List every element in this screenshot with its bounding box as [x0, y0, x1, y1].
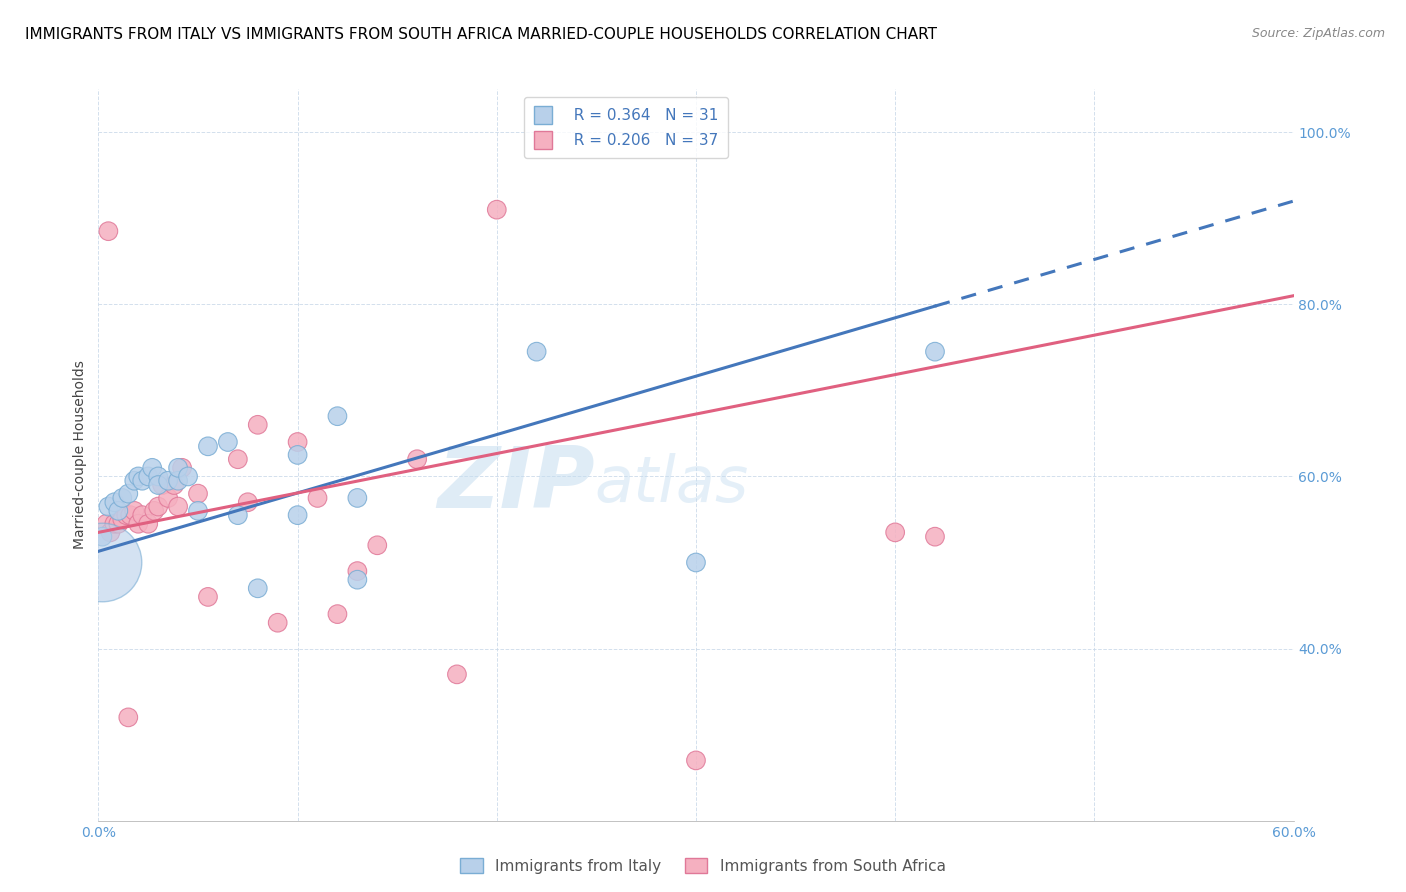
- Point: [287, 448, 309, 462]
- Point: [111, 512, 134, 526]
- Point: [107, 504, 129, 518]
- Point: [685, 753, 707, 767]
- Text: atlas: atlas: [595, 453, 748, 516]
- Point: [187, 486, 209, 500]
- Point: [97, 224, 120, 238]
- Point: [884, 525, 907, 540]
- Point: [127, 516, 149, 531]
- Point: [148, 469, 170, 483]
- Point: [326, 409, 349, 424]
- Point: [217, 435, 239, 450]
- Point: [446, 667, 468, 681]
- Point: [924, 530, 946, 544]
- Point: [143, 504, 166, 518]
- Point: [177, 469, 200, 483]
- Point: [150, 478, 173, 492]
- Point: [167, 460, 190, 475]
- Point: [197, 590, 219, 604]
- Point: [131, 508, 153, 523]
- Point: [267, 615, 290, 630]
- Point: [107, 516, 129, 531]
- Point: [226, 452, 249, 467]
- Point: [226, 508, 249, 523]
- Point: [157, 491, 180, 505]
- Legend:   R = 0.364   N = 31,   R = 0.206   N = 37: R = 0.364 N = 31, R = 0.206 N = 37: [524, 97, 728, 158]
- Point: [115, 508, 138, 523]
- Point: [346, 564, 368, 578]
- Point: [120, 508, 142, 523]
- Point: [246, 582, 269, 596]
- Point: [526, 344, 548, 359]
- Point: [287, 435, 309, 450]
- Point: [148, 500, 170, 514]
- Point: [167, 474, 190, 488]
- Point: [326, 607, 349, 621]
- Point: [124, 504, 146, 518]
- Point: [406, 452, 429, 467]
- Point: [157, 474, 180, 488]
- Point: [187, 504, 209, 518]
- Point: [141, 460, 163, 475]
- Point: [96, 516, 118, 531]
- Point: [131, 474, 153, 488]
- Text: Source: ZipAtlas.com: Source: ZipAtlas.com: [1251, 27, 1385, 40]
- Text: IMMIGRANTS FROM ITALY VS IMMIGRANTS FROM SOUTH AFRICA MARRIED-COUPLE HOUSEHOLDS : IMMIGRANTS FROM ITALY VS IMMIGRANTS FROM…: [25, 27, 938, 42]
- Point: [287, 508, 309, 523]
- Point: [924, 344, 946, 359]
- Point: [117, 486, 139, 500]
- Point: [111, 491, 134, 505]
- Point: [136, 516, 159, 531]
- Point: [103, 495, 125, 509]
- Point: [366, 538, 388, 552]
- Point: [246, 417, 269, 432]
- Point: [103, 516, 125, 531]
- Point: [91, 530, 114, 544]
- Y-axis label: Married-couple Households: Married-couple Households: [73, 360, 87, 549]
- Point: [172, 460, 194, 475]
- Point: [167, 500, 190, 514]
- Point: [307, 491, 329, 505]
- Point: [346, 491, 368, 505]
- Point: [97, 500, 120, 514]
- Legend: Immigrants from Italy, Immigrants from South Africa: Immigrants from Italy, Immigrants from S…: [454, 852, 952, 880]
- Point: [124, 474, 146, 488]
- Point: [127, 469, 149, 483]
- Point: [98, 525, 122, 540]
- Point: [91, 556, 114, 570]
- Point: [148, 478, 170, 492]
- Point: [685, 556, 707, 570]
- Point: [236, 495, 259, 509]
- Point: [197, 439, 219, 453]
- Point: [117, 710, 139, 724]
- Text: ZIP: ZIP: [437, 442, 595, 525]
- Point: [136, 469, 159, 483]
- Point: [346, 573, 368, 587]
- Point: [485, 202, 508, 217]
- Point: [163, 478, 186, 492]
